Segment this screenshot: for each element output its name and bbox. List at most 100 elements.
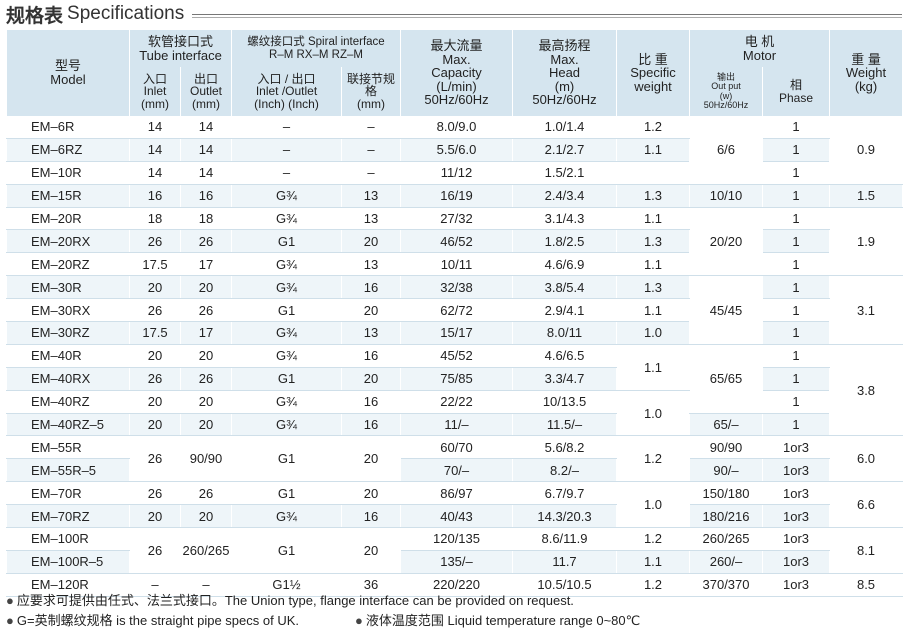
cell-spiral-io: G1 xyxy=(231,435,342,483)
cell-inlet: 26 xyxy=(129,435,181,483)
cell-joint: 16 xyxy=(341,504,401,529)
cell-motor-output: 65/65 xyxy=(689,344,763,414)
cell-head: 3.8/5.4 xyxy=(512,275,617,300)
cell-inlet: 18 xyxy=(129,207,181,231)
cell-inlet: 14 xyxy=(129,138,181,162)
cell-specific-weight: 1.0 xyxy=(616,321,690,345)
cell-capacity: 27/32 xyxy=(400,207,513,231)
cell-specific-weight: 1.0 xyxy=(616,390,690,437)
cell-spiral-io: – xyxy=(231,138,342,162)
cell-outlet: 20 xyxy=(180,390,232,414)
cell-model: EM–40RZ xyxy=(6,390,130,414)
col-motor: 电 机 Motor xyxy=(688,30,831,67)
footnotes: ● 应要求可提供由任式、法兰式接口。The Union type, flange… xyxy=(6,591,902,631)
cell-phase: 1 xyxy=(761,275,831,300)
cell-outlet: 20 xyxy=(180,413,232,437)
cell-spiral-io: G¾ xyxy=(231,252,342,277)
footnote-line: ● 应要求可提供由任式、法兰式接口。The Union type, flange… xyxy=(6,591,902,611)
cell-head: 3.3/4.7 xyxy=(512,367,617,391)
cell-joint: 20 xyxy=(341,298,401,323)
cell-model: EM–100R xyxy=(6,527,130,551)
cell-spiral-io: G1 xyxy=(231,367,342,391)
cell-specific-weight: 1.3 xyxy=(616,184,690,208)
cell-joint: 20 xyxy=(341,367,401,391)
cell-weight: 6.0 xyxy=(829,435,904,483)
cell-outlet: 26 xyxy=(180,367,232,391)
cell-outlet: 14 xyxy=(180,116,232,139)
cell-inlet: 26 xyxy=(129,481,181,506)
col-tube-interface: 软管接口式 Tube interface xyxy=(129,30,232,67)
cell-weight: 0.9 xyxy=(829,116,904,185)
cell-head: 3.1/4.3 xyxy=(512,207,617,231)
cell-weight: 8.1 xyxy=(829,527,904,574)
cell-head: 14.3/20.3 xyxy=(512,504,617,529)
cell-motor-output: 150/180 xyxy=(689,481,763,506)
cell-motor-output: 180/216 xyxy=(689,504,763,529)
cell-model: EM–40RX xyxy=(6,367,130,391)
cell-phase: 1 xyxy=(761,344,831,368)
cell-capacity: 60/70 xyxy=(400,435,513,460)
cell-model: EM–55R–5 xyxy=(6,458,130,483)
cell-specific-weight: 1.1 xyxy=(616,550,690,574)
cell-model: EM–70R xyxy=(6,481,130,506)
cell-joint: 13 xyxy=(341,321,401,345)
cell-spiral-io: G1 xyxy=(231,229,342,254)
cell-model: EM–30RX xyxy=(6,298,130,323)
cell-capacity: 70/– xyxy=(400,458,513,483)
cell-spiral-io: G¾ xyxy=(231,275,342,300)
cell-phase: 1 xyxy=(761,207,831,231)
cell-model: EM–6RZ xyxy=(6,138,130,162)
cell-model: EM–100R–5 xyxy=(6,550,130,574)
cell-phase: 1 xyxy=(761,298,831,323)
cell-head: 11.5/– xyxy=(512,413,617,437)
cell-model: EM–20R xyxy=(6,207,130,231)
cell-motor-output: 6/6 xyxy=(689,116,763,185)
cell-motor-output: 20/20 xyxy=(689,207,763,277)
cell-phase: 1 xyxy=(761,390,831,414)
cell-model: EM–55R xyxy=(6,435,130,460)
col-head: 最高扬程 Max. Head (m) 50Hz/60Hz xyxy=(512,30,617,116)
cell-model: EM–10R xyxy=(6,161,130,185)
cell-head: 1.0/1.4 xyxy=(512,116,617,139)
cell-inlet: 14 xyxy=(129,116,181,139)
cell-joint: – xyxy=(341,116,401,139)
col-motor-output: 输出 Out put (w) 50Hz/60Hz xyxy=(689,67,763,116)
cell-capacity: 40/43 xyxy=(400,504,513,529)
cell-joint: 16 xyxy=(341,275,401,300)
bullet-icon: ● xyxy=(355,613,363,628)
cell-inlet: 16 xyxy=(129,184,181,208)
cell-model: EM–15R xyxy=(6,184,130,208)
cell-phase: 1or3 xyxy=(761,481,831,506)
cell-phase: 1or3 xyxy=(761,458,831,483)
cell-capacity: 22/22 xyxy=(400,390,513,414)
cell-outlet: 16 xyxy=(180,184,232,208)
table-row: EM–100R–5 135/– 11.7 1.1 260/– 1or3 xyxy=(6,550,903,574)
cell-phase: 1or3 xyxy=(761,573,831,597)
cell-joint: 36 xyxy=(341,573,401,597)
cell-head: 2.9/4.1 xyxy=(512,298,617,323)
cell-phase: 1 xyxy=(761,252,831,277)
cell-capacity: 10/11 xyxy=(400,252,513,277)
cell-inlet: 20 xyxy=(129,413,181,437)
cell-spiral-io: G¾ xyxy=(231,321,342,345)
cell-capacity: 15/17 xyxy=(400,321,513,345)
cell-model: EM–70RZ xyxy=(6,504,130,529)
table-row: EM–30R 20 20 G¾ 16 32/38 3.8/5.4 1.3 45/… xyxy=(6,275,904,345)
cell-capacity: 5.5/6.0 xyxy=(400,138,513,162)
cell-specific-weight: 1.1 xyxy=(616,138,690,162)
cell-motor-output: 10/10 xyxy=(689,184,763,208)
table-row: EM–40RZ–5 20 20 G¾ 16 11/– 11.5/– 65/– 1 xyxy=(6,413,903,437)
table-row: EM–30RX 26 26 G1 20 62/72 2.9/4.1 1.1 1 xyxy=(6,298,903,323)
cell-phase: 1or3 xyxy=(761,504,831,529)
cell-spiral-io: G¾ xyxy=(231,413,342,437)
cell-outlet: 20 xyxy=(180,275,232,300)
cell-spiral-io: G1 xyxy=(231,527,342,574)
cell-outlet: 26 xyxy=(180,481,232,506)
cell-outlet: 26 xyxy=(180,298,232,323)
cell-head: 1.8/2.5 xyxy=(512,229,617,254)
cell-motor-output: 260/– xyxy=(689,550,763,574)
cell-inlet: 20 xyxy=(129,504,181,529)
cell-weight: 3.8 xyxy=(829,344,904,437)
cell-model: EM–120R xyxy=(6,573,130,597)
cell-capacity: 11/– xyxy=(400,413,513,437)
